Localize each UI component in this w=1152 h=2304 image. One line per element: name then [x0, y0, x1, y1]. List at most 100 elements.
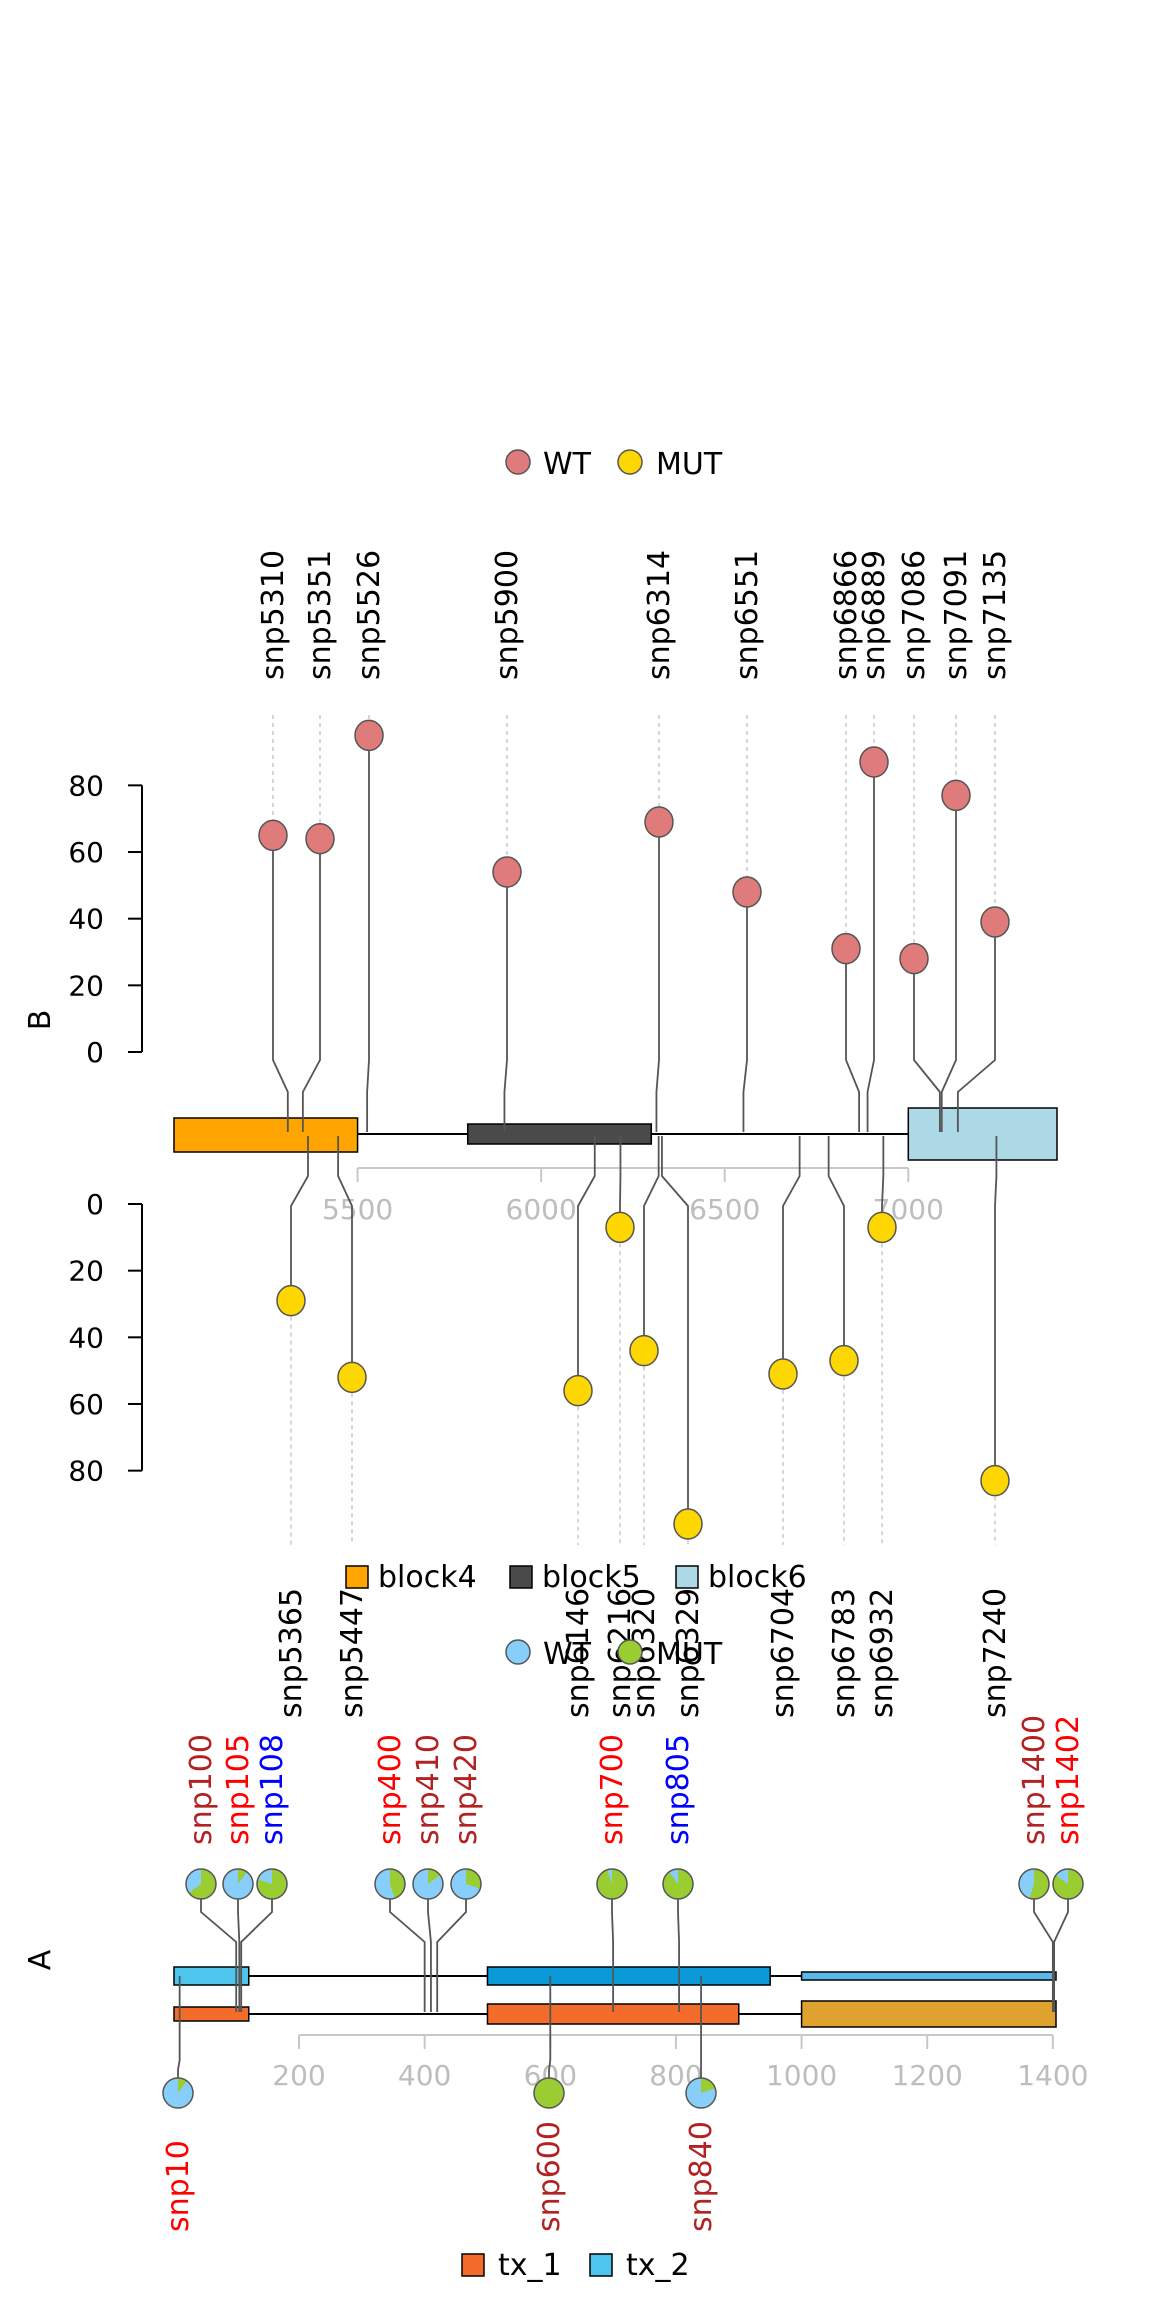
snp-pie: [256, 1868, 288, 1900]
snp-wt-marker: [492, 856, 522, 888]
legend-block-label: block5: [542, 1560, 641, 1595]
legend-block-swatch: [509, 1565, 533, 1589]
snp-wt-marker: [941, 779, 971, 812]
snp-label: snp5310: [256, 550, 291, 680]
lower-y-tick-label: 20: [68, 1255, 104, 1288]
snp-label: snp7240: [978, 1588, 1013, 1718]
snp-wt-marker: [258, 819, 288, 852]
pie-outline: [685, 2077, 717, 2109]
legend-wt-dot: [505, 449, 531, 475]
snp-stem: [1053, 1884, 1069, 2012]
snp-stem: [337, 1136, 353, 1378]
snp-pie: [662, 1868, 694, 1900]
lower-y-tick-label: 0: [86, 1188, 104, 1221]
snp-label: snp6704: [766, 1588, 801, 1718]
snp-stem: [389, 1884, 426, 2012]
snp-label: snp1402: [1051, 1715, 1086, 1845]
snp-stem: [994, 1136, 998, 1481]
pie-outline: [256, 1868, 288, 1900]
legend-wt-label: WT: [543, 447, 592, 482]
x-tick-label: 200: [272, 2059, 325, 2092]
legend-transcript-label: tx_1: [498, 2248, 562, 2283]
pie-mut-slice: [188, 1869, 217, 1899]
snp-label: snp105: [221, 1734, 256, 1845]
snp-wt-marker: [354, 719, 384, 752]
pie-outline: [374, 1868, 406, 1900]
snp-stem: [866, 762, 875, 1132]
pie-outline: [1052, 1868, 1084, 1900]
exon-tx_1: [800, 2000, 1057, 2028]
block-block6: [907, 1107, 1058, 1161]
block-block5: [466, 1123, 653, 1145]
snp-wt-marker: [859, 746, 889, 778]
snp-stem: [436, 1884, 467, 2012]
snp-stem: [913, 958, 941, 1132]
x-tick-label: 6500: [689, 1193, 760, 1226]
snp-wt-marker: [644, 806, 674, 838]
pie-mut-slice: [257, 1869, 288, 1900]
legend-block-label: block4: [378, 1560, 477, 1595]
snp-mut-marker: [605, 1211, 635, 1244]
legend-mut-dot: [617, 449, 643, 475]
snp-stem: [611, 1884, 615, 2012]
snp-pie: [1018, 1868, 1050, 1900]
snp-stem: [200, 1884, 238, 2012]
snp-label: snp6551: [730, 550, 765, 680]
pie-mut-slice: [178, 2078, 187, 2093]
snp-mut-marker: [563, 1374, 593, 1407]
snp-stem: [240, 1884, 273, 2012]
legend-mut-dot: [617, 1639, 643, 1665]
snp-label: snp108: [255, 1734, 290, 1845]
snp-pie: [185, 1868, 217, 1900]
snp-stem: [643, 1136, 660, 1351]
snp-label: snp100: [184, 1734, 219, 1845]
snp-label: snp5351: [303, 550, 338, 680]
snp-label: snp1400: [1017, 1715, 1052, 1845]
snp-stem: [742, 892, 748, 1132]
snp-label: snp5526: [352, 550, 387, 680]
snp-mut-marker: [276, 1284, 306, 1317]
snp-pie: [450, 1868, 482, 1900]
legend-transcript-swatch: [461, 2253, 485, 2277]
lower-y-tick-label: 80: [68, 1455, 104, 1488]
snp-mut-marker: [337, 1361, 367, 1394]
snp-label: snp6932: [865, 1588, 900, 1718]
pie-outline: [1018, 1868, 1050, 1900]
snp-label: snp5365: [274, 1588, 309, 1718]
snp-pie: [685, 2077, 717, 2109]
pie-outline: [162, 2077, 194, 2109]
snp-mut-marker: [629, 1334, 659, 1367]
pie-outline: [412, 1868, 444, 1900]
snp-label: snp420: [449, 1734, 484, 1845]
exon-tx_1: [173, 2006, 250, 2022]
snp-stem: [677, 1884, 680, 2012]
legend-transcript-swatch: [589, 2253, 613, 2277]
snp-pie: [222, 1868, 254, 1900]
snp-stem: [782, 1136, 801, 1374]
snp-label: snp400: [373, 1734, 408, 1845]
snp-mut-marker: [768, 1358, 798, 1390]
snp-label: snp10: [161, 2140, 196, 2232]
snp-mut-marker: [867, 1211, 897, 1244]
snp-stem: [577, 1136, 596, 1391]
snp-stem: [1033, 1884, 1054, 2012]
legend-block-label: block6: [708, 1560, 807, 1595]
snp-stem: [827, 1136, 845, 1361]
snp-stem: [655, 822, 660, 1132]
snp-stem: [956, 922, 996, 1132]
snp-stem: [301, 838, 321, 1132]
snp-label: snp410: [411, 1734, 446, 1845]
panel-label-b: B: [23, 1010, 58, 1031]
pie-mut-slice: [663, 1869, 694, 1899]
snp-stem: [366, 735, 370, 1132]
snp-pie: [374, 1868, 406, 1900]
x-tick-label: 1400: [1017, 2059, 1088, 2092]
snp-wt-marker: [305, 822, 335, 855]
snp-label: snp600: [532, 2121, 567, 2232]
snp-stem: [290, 1136, 309, 1301]
snp-pie: [596, 1868, 628, 1900]
snp-label: snp6866: [829, 550, 864, 680]
snp-label: snp6146: [561, 1588, 596, 1718]
x-tick-label: 400: [398, 2059, 451, 2092]
snp-mut-marker: [980, 1464, 1010, 1497]
